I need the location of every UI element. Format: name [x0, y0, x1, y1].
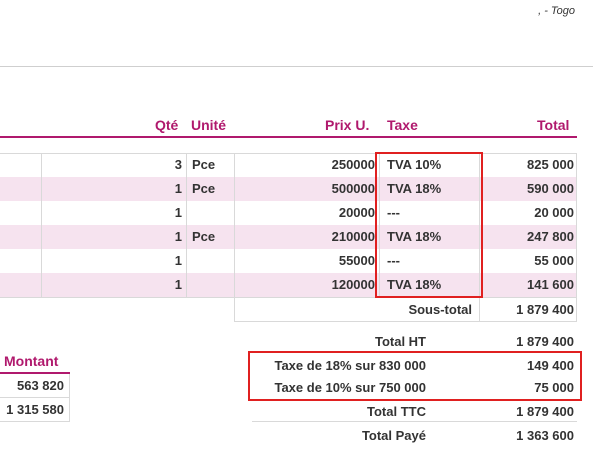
table-row: 1 55000 --- 55 000	[0, 249, 577, 273]
location-text: , - Togo	[538, 5, 575, 17]
total-ttc-value: 1 879 400	[516, 404, 574, 419]
tax-10-value: 75 000	[534, 380, 574, 395]
tax-cell: TVA 18%	[387, 277, 442, 292]
subtotal-label: Sous-total	[408, 302, 472, 317]
total-cell: 20 000	[534, 205, 574, 220]
grid-line	[41, 153, 42, 297]
grid-line	[69, 374, 70, 422]
total-paid-value: 1 363 600	[516, 428, 574, 443]
grid-line	[0, 153, 577, 154]
qty-cell: 1	[174, 181, 182, 196]
payment-amount: 563 820	[17, 378, 64, 393]
total-cell: 141 600	[527, 277, 574, 292]
grid-line	[379, 153, 380, 297]
unit-cell: Pce	[192, 229, 216, 244]
separator	[0, 66, 593, 67]
qty-cell: 1	[174, 229, 182, 244]
tax-column-highlight	[375, 152, 483, 298]
table-row: 1 20000 --- 20 000	[0, 201, 577, 225]
table-row: 3 Pce 250000 TVA 10% 825 000	[0, 153, 577, 177]
price-cell: 55000	[338, 253, 375, 268]
qty-cell: 1	[174, 277, 182, 292]
tax-cell: ---	[387, 253, 400, 268]
qty-cell: 1	[174, 253, 182, 268]
total-cell: 247 800	[527, 229, 574, 244]
table-row: 1 120000 TVA 18% 141 600	[0, 273, 577, 297]
col-header-price: Prix U.	[325, 117, 370, 133]
grid-line	[186, 153, 187, 297]
col-header-total: Total	[537, 117, 570, 133]
table-row: 1 Pce 500000 TVA 18% 590 000	[0, 177, 577, 201]
tax-18-value: 149 400	[527, 358, 574, 373]
price-cell: 500000	[331, 181, 375, 196]
price-cell: 250000	[331, 157, 375, 172]
total-cell: 825 000	[527, 157, 574, 172]
tax-18-label: Taxe de 18% sur 830 000	[274, 358, 426, 373]
tax-cell: TVA 10%	[387, 157, 442, 172]
price-cell: 210000	[331, 229, 375, 244]
total-ht-value: 1 879 400	[516, 334, 574, 349]
tax-cell: TVA 18%	[387, 229, 442, 244]
grid-line	[0, 297, 577, 298]
total-paid-label: Total Payé	[361, 428, 426, 443]
subtotal-value: 1 879 400	[516, 302, 574, 317]
header-underline	[0, 136, 577, 138]
grid-line	[0, 397, 70, 398]
grid-line	[234, 153, 235, 321]
price-cell: 120000	[331, 277, 375, 292]
grid-line	[479, 153, 480, 321]
qty-cell: 1	[174, 205, 182, 220]
total-ttc-label: Total TTC	[367, 404, 426, 419]
col-header-tax: Taxe	[387, 117, 418, 133]
tax-cell: TVA 18%	[387, 181, 442, 196]
grid-line	[252, 421, 577, 422]
payment-amount: 1 315 580	[6, 402, 64, 417]
total-cell: 590 000	[527, 181, 574, 196]
total-cell: 55 000	[534, 253, 574, 268]
tax-cell: ---	[387, 205, 400, 220]
total-ht-label: Total HT	[374, 334, 426, 349]
qty-cell: 3	[174, 157, 182, 172]
col-header-qty: Qté	[155, 117, 179, 133]
price-cell: 20000	[338, 205, 375, 220]
tax-10-label: Taxe de 10% sur 750 000	[274, 380, 426, 395]
payments-header-underline	[0, 372, 70, 374]
grid-line	[0, 421, 70, 422]
grid-line	[234, 321, 577, 322]
unit-cell: Pce	[192, 157, 216, 172]
grid-line	[576, 153, 577, 321]
tax-lines-highlight	[248, 351, 582, 401]
unit-cell: Pce	[192, 181, 216, 196]
table-row: 1 Pce 210000 TVA 18% 247 800	[0, 225, 577, 249]
col-header-unit: Unité	[191, 117, 226, 133]
payments-header: Montant	[4, 353, 59, 369]
